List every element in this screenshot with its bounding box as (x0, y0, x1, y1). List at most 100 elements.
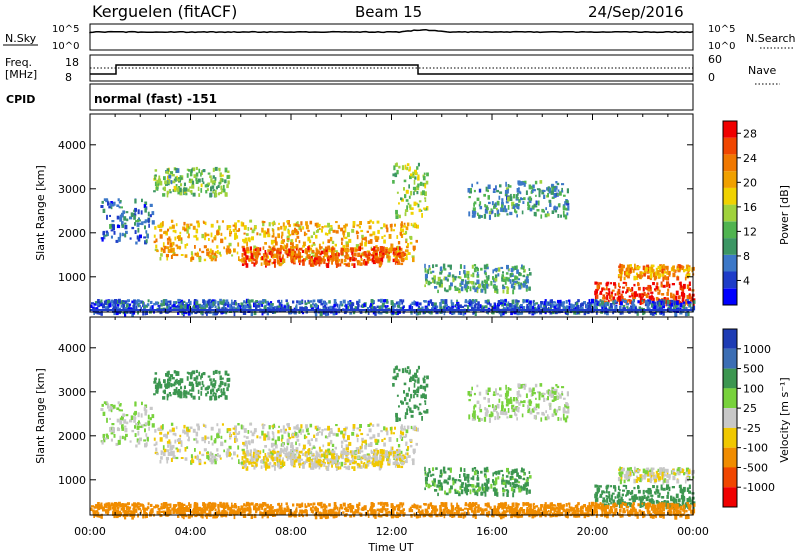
power-cell (488, 201, 491, 205)
velocity-cell (356, 434, 360, 437)
power-cell (403, 222, 406, 225)
velocity-cell (347, 459, 350, 462)
power-cell (403, 252, 406, 257)
velocity-cell (356, 427, 360, 430)
velocity-cell (180, 440, 183, 444)
power-cell (604, 302, 607, 307)
velocity-cell (187, 391, 190, 395)
power-cell (678, 300, 681, 305)
power-cell (203, 304, 206, 308)
power-cell (519, 305, 523, 309)
power-cell (464, 299, 468, 302)
velocity-cell (372, 455, 376, 459)
power-cell (643, 300, 646, 303)
velocity-cell (386, 458, 389, 462)
power-cell (219, 298, 222, 303)
power-cell (416, 191, 419, 195)
velocity-cell (283, 429, 287, 434)
power-cell (412, 257, 415, 263)
velocity-cell (301, 452, 305, 456)
power-cell (637, 266, 640, 270)
power-cell (635, 266, 638, 269)
power-cell (562, 210, 565, 216)
power-cell (95, 307, 99, 310)
power-cell (156, 179, 159, 184)
velocity-cell (432, 467, 435, 472)
power-cell (538, 188, 541, 193)
power-cell (204, 232, 207, 238)
velocity-cell (143, 439, 146, 442)
power-cell (450, 299, 453, 304)
power-cell (189, 186, 192, 189)
power-cell (372, 311, 375, 315)
power-cell (94, 308, 97, 314)
power-cell (107, 201, 110, 206)
power-cell (619, 301, 623, 306)
velocity-cell (460, 467, 462, 472)
velocity-cell (320, 463, 323, 467)
power-cell (218, 251, 221, 255)
power-cell (531, 187, 534, 191)
power-cell (411, 255, 415, 258)
power-cell (202, 300, 206, 305)
power-cell (496, 213, 500, 217)
velocity-cell (280, 428, 283, 433)
power-cell (412, 171, 415, 175)
velocity-cell (486, 469, 489, 473)
power-cell (652, 297, 655, 302)
power-cell (668, 305, 671, 309)
velocity-cell (129, 419, 133, 423)
power-cell (559, 303, 562, 306)
power-cell (224, 192, 227, 197)
velocity-cell (270, 455, 274, 460)
power-cell (666, 300, 670, 305)
power-cell (549, 302, 552, 305)
power-cell (335, 261, 339, 264)
velocity-cell (156, 388, 159, 393)
power-cell (261, 302, 264, 307)
velocity-cell (376, 423, 380, 427)
power-cell (195, 237, 199, 241)
power-cell (345, 263, 348, 267)
power-cell (334, 253, 337, 258)
velocity-cell (484, 491, 487, 497)
power-cell (232, 307, 236, 310)
power-cell (440, 299, 443, 303)
velocity-cell (282, 461, 286, 466)
power-cell (338, 252, 340, 257)
velocity-cell (318, 462, 322, 468)
power-cell (668, 283, 671, 289)
velocity-cell (354, 460, 357, 464)
velocity-cell (243, 435, 246, 438)
velocity-cell (352, 460, 356, 465)
power-cell (638, 293, 642, 298)
velocity-cell (425, 482, 428, 485)
power-cell (157, 181, 160, 186)
power-cell (622, 298, 626, 301)
power-cell (443, 310, 446, 316)
power-cell (529, 303, 532, 307)
power-cell (219, 192, 223, 195)
power-cell (432, 279, 435, 284)
power-cell (182, 300, 186, 303)
velocity-cell (210, 381, 213, 386)
power-cell (351, 247, 355, 252)
power-cell (159, 257, 162, 261)
power-cell (168, 189, 171, 192)
power-cell (410, 211, 414, 215)
velocity-cell (144, 428, 146, 433)
power-cell (528, 184, 532, 190)
velocity-cell (263, 436, 267, 441)
velocity-cell (282, 425, 285, 430)
velocity-cell (412, 378, 415, 381)
velocity-cell (346, 452, 350, 455)
velocity-cell (459, 474, 461, 478)
power-cell (295, 304, 298, 309)
velocity-cell (327, 458, 330, 462)
power-cell (363, 303, 366, 307)
velocity-cell (241, 456, 244, 461)
velocity-cell (154, 384, 158, 390)
power-colorbar-frame (722, 120, 738, 306)
power-cell (235, 301, 238, 306)
velocity-cell (394, 375, 398, 381)
